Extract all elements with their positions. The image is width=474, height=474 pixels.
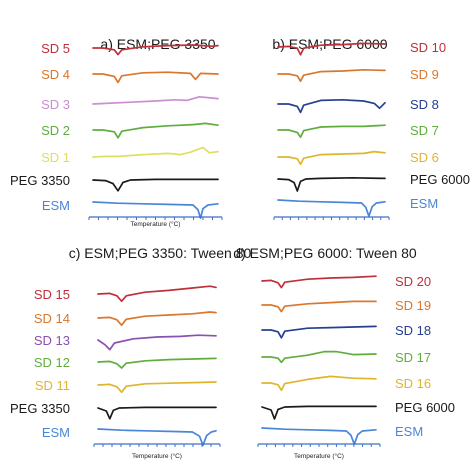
series-line-sd-1 [92,146,219,158]
series-label-sd-8: SD 8 [410,97,439,112]
series-line-sd-10 [277,42,386,56]
series-label-sd-19: SD 19 [395,298,431,313]
series-line-esm [97,428,217,447]
series-line-sd-15 [97,285,217,303]
series-label-sd-11: SD 11 [35,378,70,393]
dsc-panel-2: b) ESM;PEG 6000 SD 10 SD 9 SD 8 SD 7 SD 6 PEG … [272,36,470,220]
series-label-sd-4: SD 4 [41,67,70,82]
series-label-peg-6000: PEG 6000 [410,172,470,187]
series-label-sd-3: SD 3 [41,97,70,112]
series-label-peg-6000: PEG 6000 [395,400,455,415]
series-line-sd-17 [261,350,377,364]
panel-title: a) ESM;PEG 3350 [100,36,215,52]
series-line-sd-5 [92,44,219,56]
dsc-panel-1: a) ESM;PEG 3350 SD 5 SD 4 SD 3 SD 2 SD 1 PEG 3… [10,36,223,228]
series-label-sd-5: SD 5 [41,41,70,56]
series-line-sd-20 [261,275,377,289]
series-line-sd-9 [277,68,386,83]
series-line-peg-3350 [97,406,217,420]
series-label-sd-7: SD 7 [410,123,439,138]
series-line-esm [277,199,386,218]
series-line-sd-13 [97,334,217,351]
series-line-peg-6000 [277,176,386,192]
series-label-sd-14: SD 14 [34,311,70,326]
panel-title: d) ESM;PEG 6000: Tween 80 [233,245,417,261]
series-label-esm: ESM [42,425,70,440]
panel-title: c) ESM;PEG 3350: Tween 80 [69,245,252,261]
series-label-sd-20: SD 20 [395,274,431,289]
series-line-sd-3 [92,95,219,105]
series-line-esm [92,201,219,220]
series-line-peg-6000 [261,405,377,420]
series-label-sd-10: SD 10 [410,40,446,55]
series-line-sd-11 [97,381,217,394]
series-line-sd-2 [92,122,219,139]
series-label-esm: ESM [410,196,438,211]
series-line-sd-12 [97,357,217,369]
x-axis-label: Temperature (°C) [294,452,344,460]
series-line-sd-16 [261,375,377,392]
series-label-sd-13: SD 13 [34,333,70,348]
series-line-esm [261,427,377,446]
series-line-sd-18 [261,325,377,339]
series-label-esm: ESM [395,424,423,439]
series-label-sd-1: SD 1 [41,150,70,165]
series-label-peg-3350: PEG 3350 [10,173,70,188]
x-axis-label: Temperature (°C) [131,220,181,228]
series-line-peg-3350 [92,178,219,192]
dsc-panel-3: c) ESM;PEG 3350: Tween 80 SD 15 SD 14 SD 13… [10,245,252,460]
panel-title: b) ESM;PEG 6000 [272,36,387,52]
series-line-sd-7 [277,124,386,139]
dsc-panel-4: d) ESM;PEG 6000: Tween 80 SD 20 SD 19 SD 18… [233,245,455,460]
series-label-sd-15: SD 15 [34,287,70,302]
series-label-sd-2: SD 2 [41,123,70,138]
series-line-sd-14 [97,311,217,327]
series-line-sd-19 [261,300,377,313]
series-label-peg-3350: PEG 3350 [10,401,70,416]
x-axis-label: Temperature (°C) [132,452,182,460]
series-line-sd-6 [277,150,386,166]
series-label-esm: ESM [42,198,70,213]
series-label-sd-18: SD 18 [395,323,431,338]
series-line-sd-4 [92,71,219,84]
series-label-sd-17: SD 17 [395,350,431,365]
series-label-sd-6: SD 6 [410,150,439,165]
series-label-sd-9: SD 9 [410,67,439,82]
series-label-sd-12: SD 12 [34,355,70,370]
series-line-sd-8 [277,98,386,114]
series-label-sd-16: SD 16 [395,376,431,391]
